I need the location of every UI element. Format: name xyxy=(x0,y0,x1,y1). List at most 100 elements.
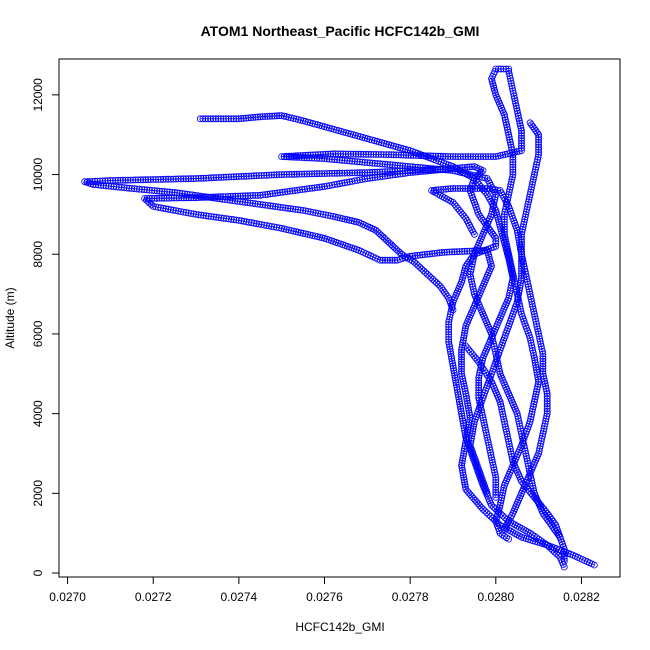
data-point xyxy=(434,152,442,160)
x-axis: 0.0270 0.0272 0.0274 0.0276 0.0278 0.0280 0.02… xyxy=(49,576,600,604)
data-point xyxy=(486,185,494,193)
y-tick-label: 2000 xyxy=(31,480,45,507)
data-point xyxy=(253,220,260,228)
data-point xyxy=(376,173,384,181)
data-point xyxy=(298,154,306,162)
data-point xyxy=(509,455,516,463)
data-point xyxy=(480,419,488,427)
data-point xyxy=(104,177,112,185)
data-point xyxy=(422,269,429,276)
data-point xyxy=(528,341,536,349)
data-point xyxy=(197,194,205,201)
data-point xyxy=(148,194,156,202)
data-point xyxy=(170,194,178,202)
data-point xyxy=(370,150,378,158)
data-point xyxy=(341,157,349,164)
data-point xyxy=(293,186,301,194)
data-point xyxy=(381,172,389,180)
data-point xyxy=(556,553,564,561)
data-point xyxy=(379,172,386,180)
data-point xyxy=(523,205,531,213)
data-point xyxy=(475,374,483,382)
data-point xyxy=(155,194,163,202)
data-point xyxy=(154,175,162,183)
data-point xyxy=(235,115,243,123)
data-point xyxy=(310,170,318,178)
data-point xyxy=(524,278,531,286)
data-point xyxy=(527,336,534,344)
data-point xyxy=(305,154,313,162)
data-point xyxy=(510,90,517,97)
data-point xyxy=(528,298,536,306)
data-point xyxy=(120,184,128,192)
data-point xyxy=(124,176,132,184)
y-axis-label: Altitude (m) xyxy=(3,287,17,348)
data-point xyxy=(454,185,462,192)
data-point xyxy=(445,328,453,336)
data-point xyxy=(458,360,465,368)
data-point xyxy=(212,115,220,123)
data-point xyxy=(460,476,468,484)
data-point xyxy=(410,151,417,159)
data-point xyxy=(449,185,457,192)
data-point xyxy=(210,174,218,182)
data-point xyxy=(509,277,516,285)
data-point xyxy=(533,385,541,393)
data-point xyxy=(475,386,483,394)
data-point xyxy=(259,113,267,120)
data-point xyxy=(539,357,547,365)
data-point xyxy=(294,152,302,160)
data-point xyxy=(167,175,175,183)
data-point xyxy=(214,193,222,201)
data-point xyxy=(458,412,466,420)
data-point xyxy=(458,363,465,371)
data-point xyxy=(529,349,537,357)
data-point xyxy=(461,247,469,255)
data-point xyxy=(503,121,510,129)
data-point xyxy=(300,154,308,162)
data-point xyxy=(452,376,460,384)
data-point xyxy=(449,362,457,370)
data-point xyxy=(543,390,551,398)
data-point xyxy=(535,131,542,139)
data-point xyxy=(459,185,467,192)
data-point xyxy=(484,439,492,446)
data-point xyxy=(283,153,291,161)
data-point xyxy=(487,153,495,161)
data-point xyxy=(538,435,546,442)
data-point xyxy=(458,348,465,356)
data-point xyxy=(215,174,223,181)
data-point xyxy=(461,327,469,335)
x-tick-label: 0.0276 xyxy=(306,590,343,604)
data-point xyxy=(532,361,539,369)
data-point xyxy=(169,206,177,214)
data-point xyxy=(356,158,364,166)
data-point xyxy=(453,383,461,391)
data-point xyxy=(534,327,542,335)
y-tick-label: 10000 xyxy=(31,158,45,192)
data-point xyxy=(250,172,258,180)
data-point xyxy=(505,440,513,448)
data-point xyxy=(458,461,465,469)
x-tick-label: 0.0278 xyxy=(392,590,429,604)
data-point xyxy=(242,218,250,226)
data-point xyxy=(219,115,227,123)
data-point xyxy=(306,185,314,192)
data-point xyxy=(506,445,514,453)
data-point xyxy=(323,155,331,163)
data-point xyxy=(393,256,401,264)
data-point xyxy=(348,169,356,177)
data-point xyxy=(204,193,212,201)
data-point xyxy=(406,252,414,260)
data-point xyxy=(464,423,472,431)
data-point xyxy=(448,355,456,363)
data-point xyxy=(225,115,233,123)
data-point xyxy=(202,212,210,220)
data-point xyxy=(503,430,511,438)
data-point xyxy=(445,318,453,326)
data-point xyxy=(522,270,530,278)
data-point xyxy=(308,170,316,178)
data-point xyxy=(522,452,530,460)
data-point xyxy=(517,124,525,132)
data-point xyxy=(273,223,281,231)
